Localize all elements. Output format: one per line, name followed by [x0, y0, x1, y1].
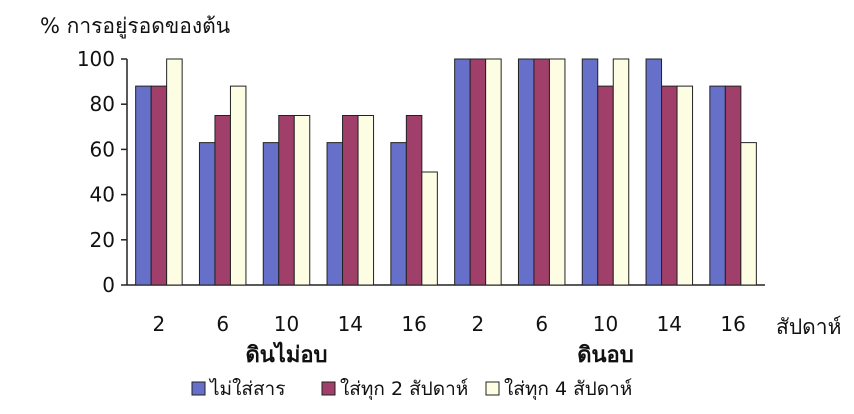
bar: [612, 58, 630, 286]
bar: [326, 142, 344, 286]
x-tick-label: 16: [720, 312, 745, 336]
x-tick-label: 16: [401, 312, 426, 336]
bar: [581, 58, 599, 286]
x-tick-label: 2: [153, 312, 166, 336]
legend: ไม่ใส่สาร ใส่ทุก 2 สัปดาห์ ใส่ทุก 4 สัปดาห…: [191, 378, 632, 401]
x-axis-label: สัปดาห์: [776, 315, 841, 339]
legend-label: ใส่ทุก 2 สัปดาห์: [340, 378, 468, 401]
bar: [724, 85, 742, 286]
bar: [150, 85, 168, 286]
bar: [342, 115, 359, 286]
bar: [390, 142, 407, 286]
bar: [676, 85, 694, 286]
bar: [262, 142, 280, 286]
bars: [135, 58, 757, 286]
bar: [661, 85, 678, 286]
group-label: ดินอบ: [577, 343, 634, 368]
bar: [214, 115, 231, 286]
bar: [293, 115, 311, 286]
y-tick-label: 80: [90, 92, 115, 116]
y-tick-label: 100: [77, 47, 115, 71]
legend-swatch: [191, 381, 206, 396]
bar: [421, 171, 438, 286]
legend-label: ไม่ใส่สาร: [208, 378, 285, 400]
bar: [135, 85, 152, 286]
legend-swatch: [321, 381, 336, 396]
bar: [454, 58, 471, 286]
legend-label: ใส่ทุก 4 สัปดาห์: [504, 378, 632, 401]
y-tick-label: 40: [90, 183, 115, 207]
x-tick-label: 10: [274, 312, 299, 336]
bar: [485, 58, 502, 286]
x-tick-label: 6: [535, 312, 548, 336]
bar: [405, 115, 423, 286]
bar: [229, 85, 247, 286]
x-tick-label: 14: [657, 312, 682, 336]
bar: [533, 58, 550, 286]
bar: [198, 142, 216, 286]
y-tick-label: 20: [90, 228, 115, 252]
bar: [645, 58, 663, 286]
y-tick-label: 60: [90, 137, 115, 161]
y-tick-label: 0: [102, 273, 115, 297]
x-tick-label: 6: [216, 312, 229, 336]
legend-swatch: [485, 381, 500, 396]
bar: [740, 142, 757, 286]
bar: [517, 58, 535, 286]
group-labels: ดินไม่อบ ดินอบ: [245, 341, 633, 368]
bar: [709, 85, 726, 286]
bar: [469, 58, 487, 286]
bar: [357, 115, 375, 286]
group-label: ดินไม่อบ: [245, 341, 327, 368]
x-tick-label: 2: [472, 312, 485, 336]
bar: [597, 85, 614, 286]
y-axis-label: % การอยู่รอดของต้น: [40, 14, 230, 39]
bar: [548, 58, 566, 286]
bar: [166, 58, 183, 286]
tick-labels: 0 20 40 60 80 100 2 6 10 14 16 2 6 10 14 16: [77, 47, 746, 336]
bar: [278, 115, 295, 286]
x-tick-label: 14: [338, 312, 363, 336]
x-tick-label: 10: [593, 312, 618, 336]
